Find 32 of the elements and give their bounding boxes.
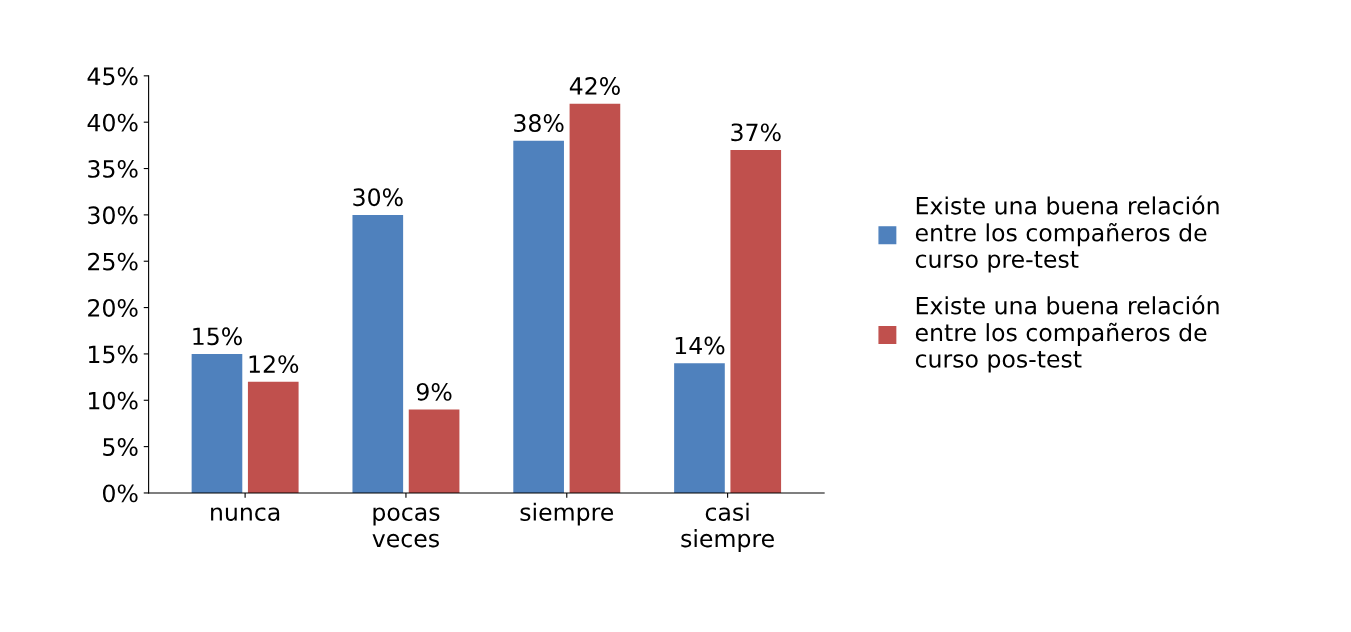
x-tick-label: nunca (211, 507, 280, 521)
legend-label: Existe una buena relación entre los compañeros de curso pos-test (915, 295, 1219, 373)
bar (674, 363, 725, 493)
data-label: 37% (731, 123, 781, 142)
y-tick-label: 25% (88, 252, 138, 271)
data-label: 30% (353, 188, 403, 207)
y-tick-label: 20% (88, 299, 138, 317)
data-label: 9% (416, 382, 452, 401)
bar (191, 353, 243, 493)
y-tick-label: 0% (102, 484, 138, 503)
y-tick-label: 35% (88, 159, 138, 178)
y-tick-label: 15% (89, 345, 138, 364)
y-tick-label: 40% (87, 113, 138, 132)
data-label: 38% (514, 114, 564, 132)
x-tick-label: siempre (520, 502, 614, 526)
bar (569, 103, 621, 493)
legend-label: Existe una buena relación entre los compañeros de curso pre-test (915, 195, 1219, 273)
bar (352, 214, 404, 493)
x-tick-label: pocas veces (372, 507, 440, 548)
y-tick-label: 5% (103, 438, 138, 456)
y-tick-label: 30% (88, 206, 138, 225)
y-tick-label: 10% (89, 391, 138, 410)
bar (408, 409, 460, 493)
data-label: 14% (675, 336, 725, 355)
bar (730, 149, 782, 493)
data-label: 42% (569, 77, 620, 95)
x-tick-label: casi siempre (681, 502, 774, 552)
y-tick-label: 45% (87, 67, 138, 86)
data-label: 15% (193, 327, 242, 346)
data-label: 12% (249, 355, 299, 373)
bar (513, 140, 564, 493)
bar (247, 381, 299, 493)
